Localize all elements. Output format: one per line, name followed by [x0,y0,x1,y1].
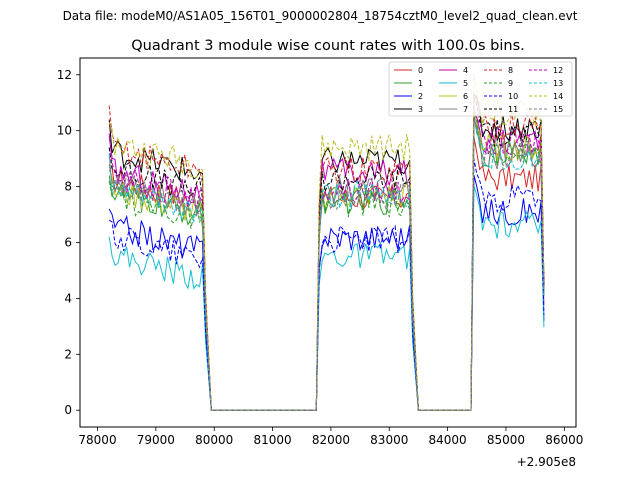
series-line-15 [108,118,545,411]
y-tick-label: 10 [57,124,72,138]
x-tick-label: 78000 [78,433,116,447]
y-tick-label: 0 [64,403,72,417]
y-tick-label: 12 [57,68,72,82]
legend-label-14: 14 [553,92,563,101]
legend-label-1: 1 [418,79,423,88]
y-tick-label: 6 [64,236,72,250]
x-offset-label: +2.905e8 [517,455,576,469]
legend-label-7: 7 [463,105,468,114]
legend-label-2: 2 [418,92,423,101]
x-tick-label: 86000 [545,433,583,447]
x-axis: 78000 79000 80000 81000 82000 83000 84000 85000… [78,427,583,447]
x-tick-label: 84000 [429,433,467,447]
series-line-4 [108,110,545,411]
legend-label-13: 13 [553,79,563,88]
legend-label-12: 12 [553,66,563,75]
x-tick-label: 79000 [137,433,175,447]
series-line-11 [108,96,545,411]
series-line-5 [108,185,545,411]
series-line-12 [108,107,545,411]
x-tick-label: 80000 [195,433,233,447]
legend-label-15: 15 [553,105,563,114]
suptitle: Data file: modeM0/AS1A05_156T01_90000028… [63,9,578,23]
y-axis: 0 2 4 6 8 10 12 [57,68,80,417]
x-tick-label: 85000 [487,433,525,447]
legend-label-0: 0 [418,66,423,75]
x-tick-label: 82000 [312,433,350,447]
chart-title: Quadrant 3 module wise count rates with … [131,38,525,54]
legend-label-3: 3 [418,105,423,114]
y-tick-label: 8 [64,180,72,194]
legend-frame [388,61,573,117]
legend-label-9: 9 [508,79,513,88]
legend-label-5: 5 [463,79,468,88]
plot-series [108,73,545,411]
x-tick-label: 83000 [370,433,408,447]
series-line-9 [108,108,545,411]
legend-label-6: 6 [463,92,468,101]
x-tick-label: 81000 [253,433,291,447]
legend-label-8: 8 [508,66,513,75]
legend-label-11: 11 [508,105,518,114]
series-line-1 [108,114,545,411]
legend-label-4: 4 [463,66,468,75]
y-tick-label: 2 [64,347,72,361]
legend-label-10: 10 [508,92,518,101]
series-line-10 [108,158,545,411]
y-tick-label: 4 [64,291,72,305]
